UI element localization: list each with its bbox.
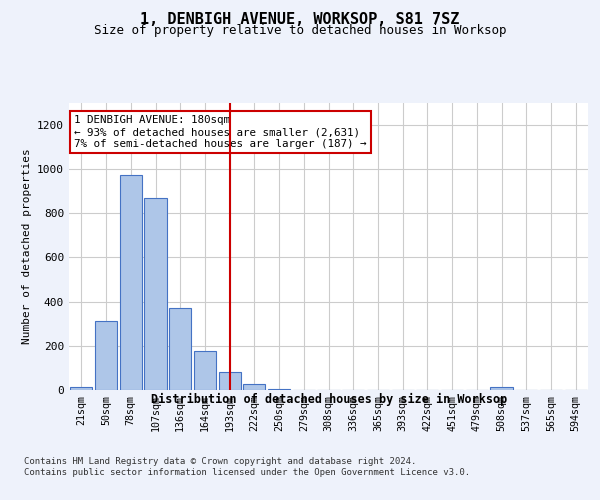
Text: 1 DENBIGH AVENUE: 180sqm
← 93% of detached houses are smaller (2,631)
7% of semi: 1 DENBIGH AVENUE: 180sqm ← 93% of detach… [74,116,367,148]
Bar [169,308,191,390]
Bar [119,176,142,390]
Y-axis label: Number of detached properties: Number of detached properties [22,148,32,344]
Text: Distribution of detached houses by size in Worksop: Distribution of detached houses by size … [151,392,507,406]
Text: Size of property relative to detached houses in Worksop: Size of property relative to detached ho… [94,24,506,37]
Text: 1, DENBIGH AVENUE, WORKSOP, S81 7SZ: 1, DENBIGH AVENUE, WORKSOP, S81 7SZ [140,12,460,28]
Text: Contains HM Land Registry data © Crown copyright and database right 2024.
Contai: Contains HM Land Registry data © Crown c… [24,458,470,477]
Bar [268,389,290,390]
Bar [194,352,216,390]
Bar [218,372,241,390]
Bar [243,384,265,390]
Bar [490,386,512,390]
Bar [95,322,117,390]
Bar [70,386,92,390]
Bar [145,198,167,390]
